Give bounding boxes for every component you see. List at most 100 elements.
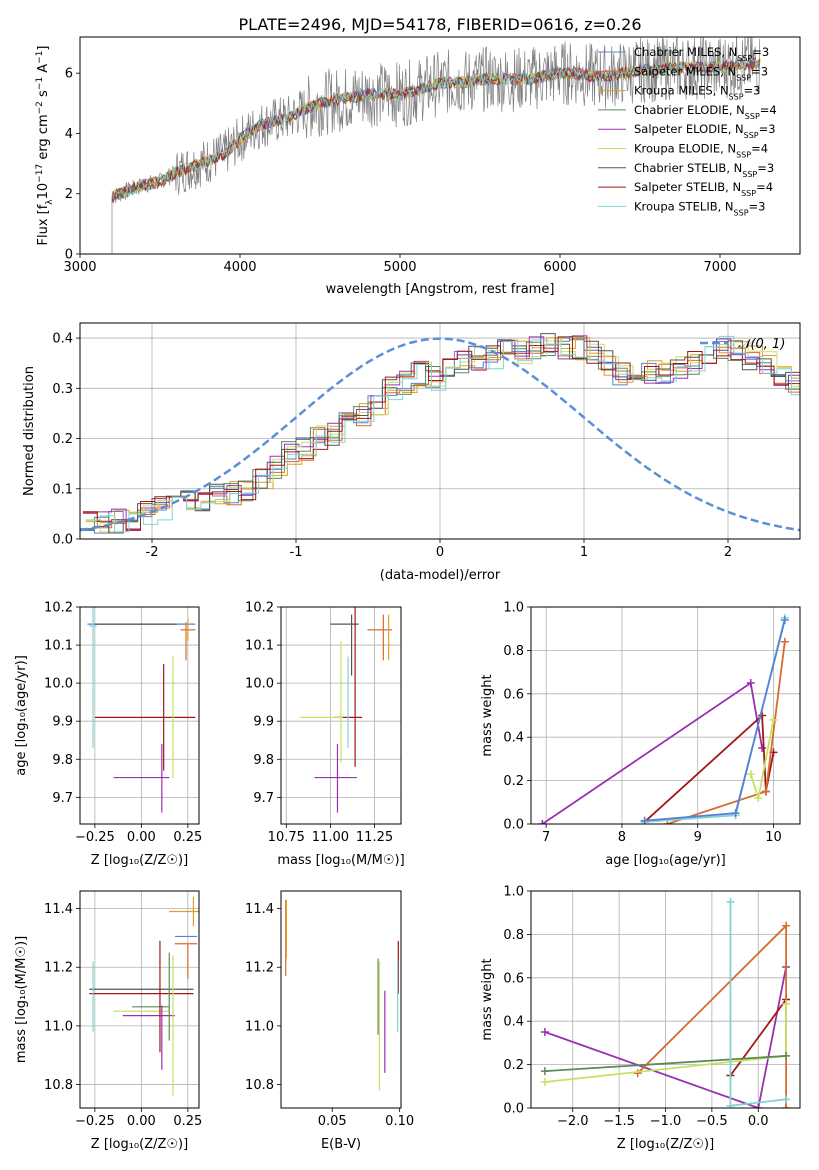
model-spectrum [111,56,761,198]
y-tick-label: 0.3 [52,382,73,397]
y-tick-label: 0.0 [503,1102,524,1117]
legend-entry: Kroupa ELODIE, NSSP=4 [634,142,768,160]
y-tick-label: 11.0 [245,1019,274,1034]
legend-entry: Chabrier ELODIE, NSSP=4 [634,103,777,121]
weight-marker [782,921,791,930]
x-tick-label: 2 [724,545,732,560]
y-tick-label: 9.8 [253,753,274,768]
y-axis-label: Normed distribution [22,366,37,496]
legend-entry: Salpeter ELODIE, NSSP=3 [634,122,776,140]
legend-entry: Chabrier MILES, NSSP=3 [634,45,769,63]
y-tick-label: 6 [65,67,73,82]
model-spectrum [111,57,761,202]
y-tick-label: 0.1 [52,482,73,497]
y-tick-label: 0.8 [503,644,524,659]
panel-age-vs-Z: −0.25 0.00 0.25 9.7 9.8 9.9 10.0 10.1 10.2 Z [log… [14,601,202,869]
weight-line [544,966,787,1108]
weight-marker [780,616,789,625]
x-tick-label: −1.5 [603,1114,635,1129]
y-tick-label: 10.8 [44,1078,73,1093]
y-tick-label: 0.2 [52,432,73,447]
y-tick-label: 4 [65,127,73,142]
histogram-step [85,337,800,523]
y-tick-label: 11.4 [44,902,73,917]
legend-entry: Chabrier STELIB, NSSP=3 [634,161,774,179]
x-tick-label: 0.00 [127,830,156,845]
x-tick-label: 7 [542,830,550,845]
legend-entry: Kroupa STELIB, NSSP=3 [634,199,765,217]
y-tick-label: 10.2 [44,601,73,616]
weight-marker [782,1095,791,1104]
x-tick-label: −0.25 [75,830,115,845]
weight-marker [769,715,778,724]
weight-marker [731,809,740,818]
panel-spectrum: 3000 4000 5000 6000 7000 0 2 4 6 wavelength [Angs… [35,36,801,297]
x-tick-label: -2 [146,545,159,560]
weight-marker [540,1067,549,1076]
panel-mass-weight-vs-Z: −2.0 −1.5 −1.0 −0.5 0.0 0.0 0.2 0.4 0.6 0.8 1.0 Z [… [480,885,801,1152]
plot-area [87,607,196,813]
x-axis-label: Z [log₁₀(Z/Z☉)] [91,853,188,868]
x-tick-label: −0.5 [696,1114,728,1129]
x-axis-label: mass [log₁₀(M/M☉)] [277,853,404,868]
plot-area [285,899,399,1091]
x-tick-label: 4000 [223,260,256,275]
x-tick-label: 0.10 [385,1114,414,1129]
y-axis-label: Flux [fλ10−17 erg cm−2 s−1 A−1] [35,46,55,246]
y-tick-label: 2 [65,187,73,202]
y-tick-label: 0.2 [503,1058,524,1073]
x-tick-label: 3000 [63,260,96,275]
weight-marker [780,637,789,646]
x-axis-label: (data-model)/error [380,568,501,583]
y-tick-label: 10.1 [44,639,73,654]
x-tick-label: 0 [436,545,444,560]
x-tick-label: −2.0 [557,1114,589,1129]
y-tick-label: 0.0 [503,818,524,833]
weight-marker [540,1028,549,1037]
histogram-step [85,335,800,533]
y-tick-label: 11.2 [245,961,274,976]
weight-marker [726,1101,735,1108]
y-axis-label: mass [log₁₀(M/M☉)] [14,936,29,1063]
weight-line [544,1055,787,1072]
legend-entry: 𝒩(0, 1) [738,337,785,352]
weight-marker [754,793,763,802]
y-tick-label: 9.9 [52,715,73,730]
y-tick-label: 9.7 [52,791,73,806]
x-tick-label: −1.0 [650,1114,682,1129]
y-tick-label: 11.4 [245,902,274,917]
weight-marker [782,1051,791,1060]
x-axis-label: age [log₁₀(age/yr)] [605,853,726,868]
weight-marker [746,678,755,687]
x-tick-label: 0.05 [318,1114,347,1129]
weight-marker [761,787,770,796]
legend-entry: Salpeter MILES, NSSP=3 [634,64,768,82]
y-tick-label: 0.2 [503,774,524,789]
weight-line [667,641,786,824]
panel-mass-vs-EBV: 0.05 0.10 10.8 11.0 11.2 11.4 E(B-V) [245,890,414,1152]
x-axis-label: Z [log₁₀(Z/Z☉)] [91,1137,188,1152]
x-axis-label: wavelength [Angstrom, rest frame] [326,282,555,297]
x-tick-label: 7000 [703,260,736,275]
x-tick-label: 8 [618,830,626,845]
weight-marker [746,770,755,779]
y-tick-label: 0.0 [52,533,73,548]
plot-area [80,333,800,534]
weight-marker [540,1077,549,1086]
panel-mass-vs-Z: −0.25 0.00 0.25 10.8 11.0 11.2 11.4 Z [log₁₀(Z/… [14,890,202,1152]
x-tick-label: 0.00 [127,1114,156,1129]
x-tick-label: 9 [694,830,702,845]
x-tick-label: 0.25 [173,1114,202,1129]
y-axis-label: age [log₁₀(age/yr)] [14,655,29,776]
x-tick-label: 10 [765,830,782,845]
x-tick-label: 6000 [543,260,576,275]
weight-marker [663,820,672,824]
axes-frame [530,606,801,825]
axes-frame [79,322,801,540]
x-tick-label: 10.75 [268,830,305,845]
y-tick-label: 0.4 [52,332,73,347]
y-tick-label: 11.2 [44,961,73,976]
axes-frame [79,606,200,825]
legend-entry: Salpeter STELIB, NSSP=4 [634,180,773,198]
